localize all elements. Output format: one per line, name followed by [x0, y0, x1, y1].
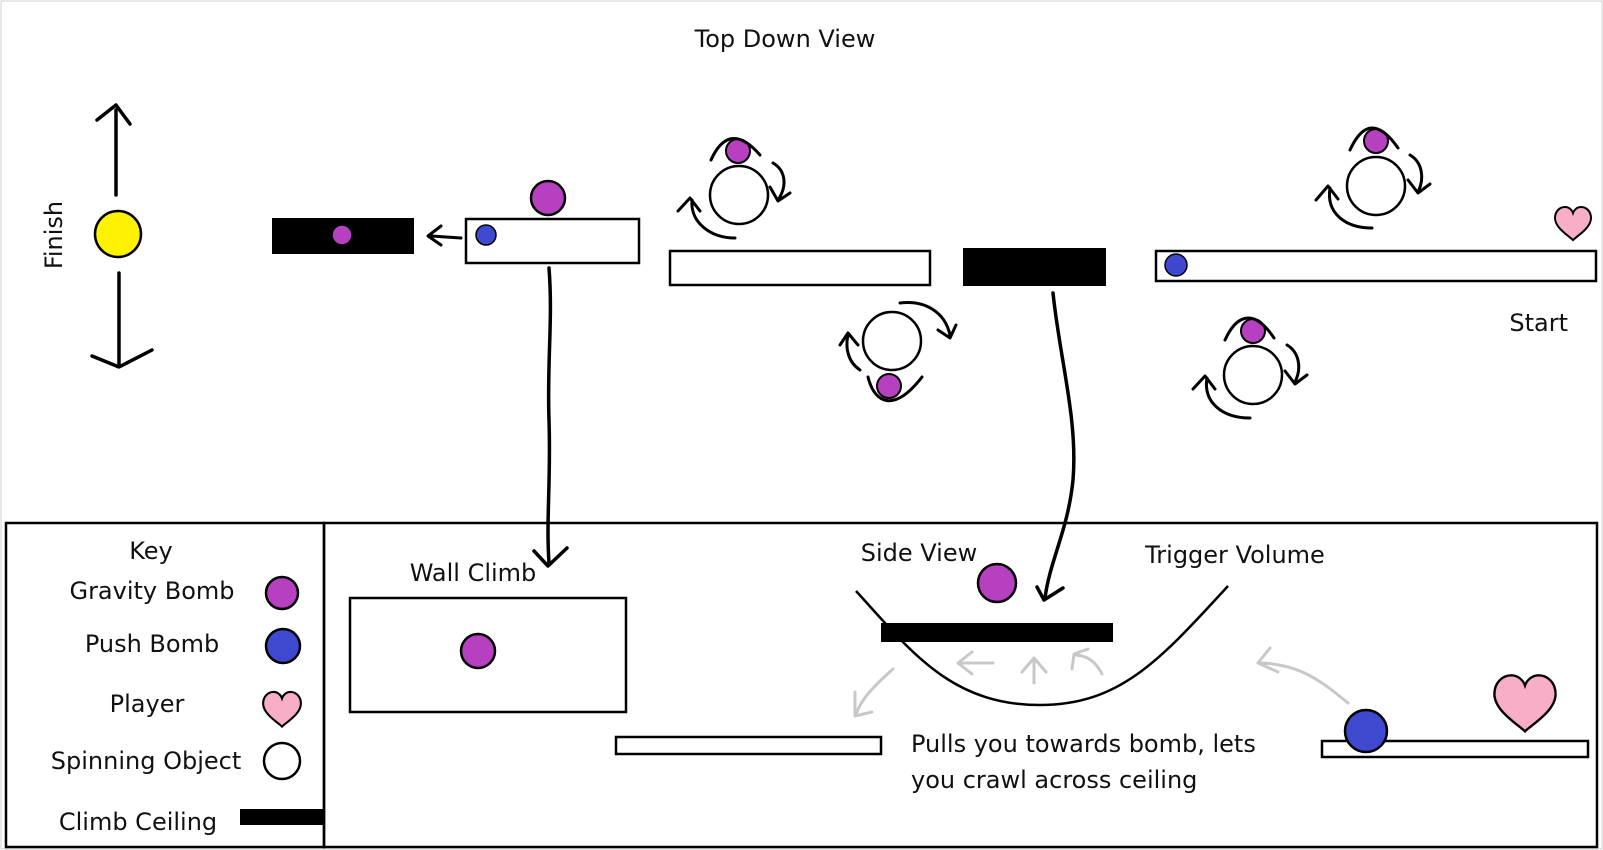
pull-arrows: [853, 646, 1350, 718]
gravity-bomb-icon: [264, 575, 300, 611]
wall-climb-label: Wall Climb: [410, 559, 537, 587]
gravity-bomb: [976, 562, 1018, 604]
spinning-object: [1222, 344, 1284, 406]
finish-orb: [93, 209, 143, 259]
side-view-panel: [322, 521, 1599, 849]
player-heart-icon: [1493, 674, 1557, 733]
spinning-object: [708, 164, 770, 226]
side-view-link-arrow: [1035, 291, 1076, 602]
wall-climb-link-arrow: [532, 266, 569, 568]
spinning-object: [861, 310, 923, 372]
key-label-push-bomb: Push Bomb: [85, 630, 219, 658]
player-heart-icon: [1554, 206, 1592, 241]
push-bomb: [475, 224, 497, 246]
start-platform: [1154, 249, 1598, 283]
key-label-gravity-bomb: Gravity Bomb: [69, 577, 234, 605]
diagram-title: Top Down View: [694, 25, 876, 53]
spinning-object-icon: [262, 741, 302, 781]
gravity-bomb: [331, 224, 353, 246]
key-label-player: Player: [110, 690, 185, 718]
key-title: Key: [129, 537, 173, 565]
key-label-spinning-object: Spinning Object: [51, 747, 241, 775]
floor-ledge: [614, 735, 883, 756]
spinning-object-group: [838, 301, 958, 403]
key-panel: [4, 521, 326, 849]
moving-platform: [668, 249, 932, 287]
climb-ceiling-block: [881, 623, 1113, 642]
finish-up-arrow: [95, 103, 132, 197]
start-ledge: [1320, 739, 1590, 759]
note-line-1: Pulls you towards bomb, lets: [911, 730, 1256, 758]
push-bomb: [1164, 253, 1188, 277]
push-bomb: [1343, 708, 1389, 754]
spinning-object-group: [1314, 126, 1432, 230]
gravity-bomb: [876, 373, 902, 399]
climb-ceiling-block: [963, 248, 1106, 286]
spinning-object-group: [676, 137, 792, 240]
start-label: Start: [1509, 309, 1568, 337]
spinning-object-group: [1191, 316, 1309, 420]
trigger-volume-curve: [855, 585, 1229, 707]
key-label-climb-ceiling: Climb Ceiling: [59, 808, 217, 836]
spinning-object: [1345, 155, 1407, 217]
climb-ceiling-icon: [240, 809, 324, 825]
finish-label: Finish: [40, 201, 68, 269]
push-bomb-icon: [264, 627, 302, 665]
note-line-2: you crawl across ceiling: [911, 766, 1197, 794]
gravity-bomb: [529, 179, 567, 217]
trigger-volume-label: Trigger Volume: [1144, 541, 1325, 569]
gravity-bomb: [459, 632, 497, 670]
finish-down-arrow: [90, 271, 154, 369]
side-view-label: Side View: [861, 539, 977, 567]
push-direction-arrow: [426, 224, 463, 247]
